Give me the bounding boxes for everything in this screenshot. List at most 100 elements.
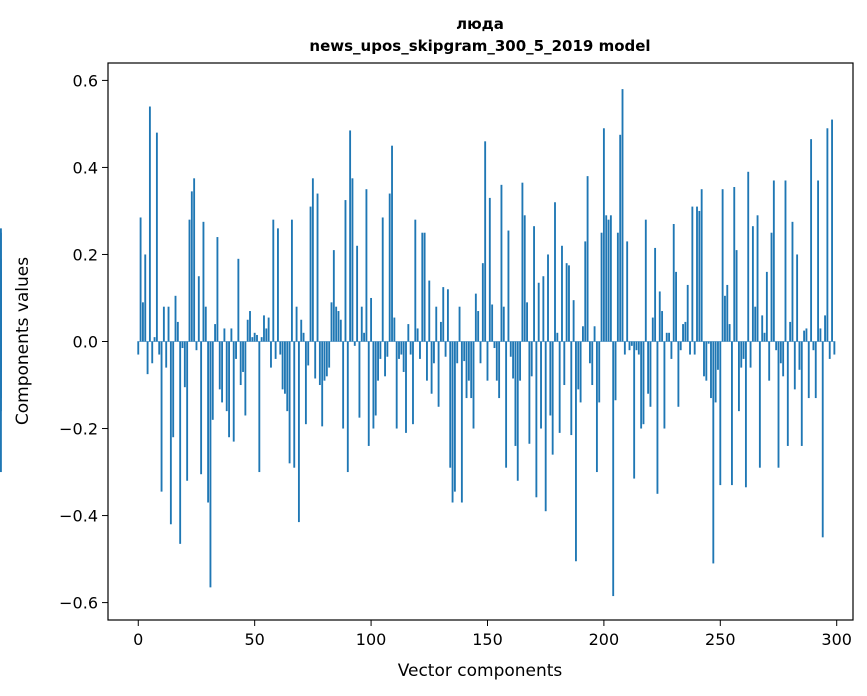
bar-162 <box>514 341 517 446</box>
bar-260 <box>742 341 745 359</box>
bar-220 <box>649 341 652 407</box>
bar-31 <box>209 341 212 588</box>
bar-172 <box>537 282 540 342</box>
bar-73 <box>307 341 310 366</box>
bar-116 <box>407 324 410 342</box>
bar-288 <box>807 341 810 399</box>
bar-186 <box>570 341 573 436</box>
bar-160 <box>509 341 512 357</box>
bar-49 <box>251 337 254 342</box>
bar-198 <box>598 341 601 403</box>
bar-65 <box>288 341 291 464</box>
bar-62 <box>281 341 284 390</box>
bar-82 <box>328 341 331 368</box>
bar-204 <box>612 341 615 597</box>
bar-95 <box>358 341 361 418</box>
bar-279 <box>786 341 789 446</box>
bar-293 <box>819 328 822 342</box>
x-axis-label: Vector components <box>398 661 563 681</box>
bar-130 <box>439 321 442 342</box>
bar-136 <box>453 341 456 492</box>
bar-43 <box>237 258 240 342</box>
bar-209 <box>623 341 626 355</box>
bar-40 <box>230 328 233 342</box>
bar-164 <box>519 341 522 381</box>
bar-242 <box>700 189 703 342</box>
y-tick-label: −0.6 <box>59 594 98 613</box>
bar-75 <box>311 178 314 342</box>
bar-39 <box>228 341 230 438</box>
bar-109 <box>391 145 393 342</box>
x-tick-label: 250 <box>705 630 736 649</box>
y-tick-label: −0.2 <box>59 420 98 439</box>
bar-153 <box>493 341 496 349</box>
bar-45 <box>242 341 244 372</box>
bar-169 <box>530 341 533 377</box>
bar-215 <box>637 341 640 355</box>
bar-218 <box>644 219 647 342</box>
bar-23 <box>190 191 193 342</box>
bar-208 <box>621 89 624 342</box>
bar-70 <box>300 319 303 342</box>
y-tick-label: −0.4 <box>59 507 98 526</box>
bar-157 <box>502 306 505 342</box>
bar-168 <box>528 341 531 444</box>
bar-3 <box>144 254 147 342</box>
bar-21 <box>186 341 189 481</box>
bar-38 <box>225 341 228 412</box>
x-axis-ticks: 0 50 100 150 200 250 300 <box>133 620 852 649</box>
bar-258 <box>737 341 740 412</box>
bar-235 <box>684 321 687 342</box>
bar-267 <box>758 341 761 468</box>
bar-275 <box>777 341 780 468</box>
bar-194 <box>588 341 591 364</box>
bar-219 <box>647 341 650 394</box>
bar-271 <box>768 341 771 381</box>
bar-77 <box>316 193 319 342</box>
bar-257 <box>735 250 738 342</box>
bar-246 <box>710 341 712 399</box>
bar-323 <box>0 300 2 342</box>
bar-144 <box>472 341 475 429</box>
bar-25 <box>195 341 198 351</box>
bar-223 <box>656 341 659 494</box>
bar-289 <box>810 139 813 342</box>
bar-156 <box>500 184 503 342</box>
bar-240 <box>696 206 698 342</box>
bar-27 <box>200 341 203 475</box>
bar-66 <box>290 219 293 342</box>
bar-234 <box>682 324 684 342</box>
bar-96 <box>360 306 363 342</box>
bar-166 <box>523 215 526 342</box>
bar-149 <box>484 141 487 342</box>
x-tick-label: 50 <box>244 630 264 649</box>
bar-248 <box>714 341 717 403</box>
bar-101 <box>372 341 375 429</box>
bar-273 <box>772 180 775 342</box>
bar-138 <box>458 306 461 342</box>
y-tick-label: 0.0 <box>73 333 98 352</box>
bar-99 <box>367 341 370 446</box>
bar-55 <box>265 328 268 342</box>
bar-192 <box>584 241 587 342</box>
bar-244 <box>705 341 708 381</box>
bar-170 <box>533 226 535 342</box>
bar-14 <box>169 341 172 525</box>
bar-1 <box>139 217 142 342</box>
bar-253 <box>726 284 729 342</box>
bar-180 <box>556 332 559 342</box>
bar-124 <box>426 341 428 381</box>
bar-159 <box>507 230 510 342</box>
bar-71 <box>302 332 305 342</box>
bar-88 <box>342 341 345 429</box>
bar-129 <box>437 341 440 407</box>
bar-108 <box>388 193 391 342</box>
bar-12 <box>165 341 168 368</box>
bar-287 <box>805 328 808 342</box>
bar-224 <box>658 291 661 342</box>
bar-84 <box>332 250 335 342</box>
bar-264 <box>751 226 754 342</box>
bar-103 <box>377 341 379 381</box>
bar-67 <box>293 341 296 468</box>
bar-132 <box>444 341 447 357</box>
